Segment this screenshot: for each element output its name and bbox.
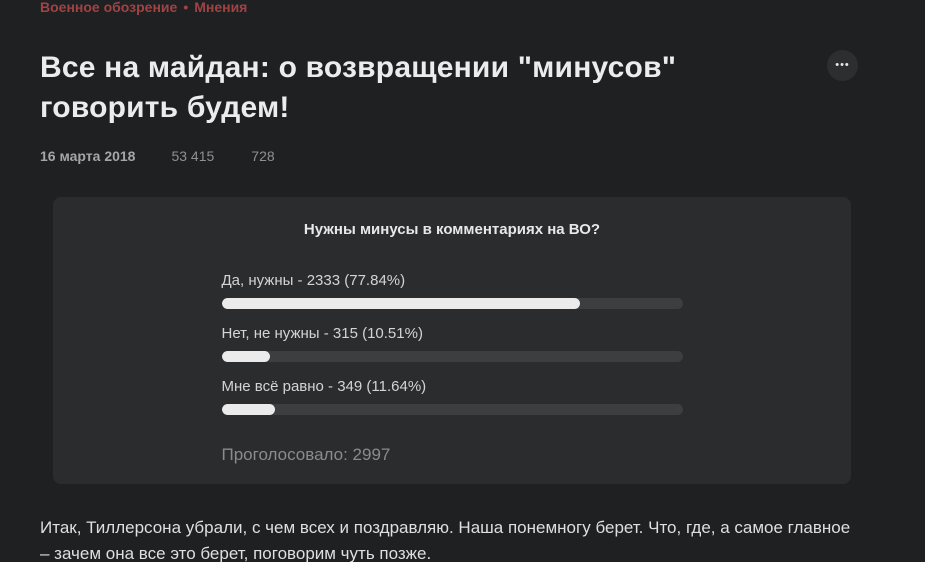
poll-bar-fill	[221, 298, 581, 309]
poll-bar-track	[221, 298, 683, 309]
poll-bar-fill	[221, 404, 276, 415]
poll-option: Да, нужны - 2333 (77.84%)	[221, 272, 683, 309]
poll-card: Нужны минусы в комментариях на ВО? Да, н…	[53, 197, 851, 484]
page-title: Все на майдан: о возвращении "минусов" г…	[40, 51, 677, 124]
poll-bar-track	[221, 351, 683, 362]
poll-voted-total: Проголосовало: 2997	[221, 445, 391, 464]
views-count: 53 415	[171, 148, 215, 164]
breadcrumb-section-link[interactable]: Мнения	[194, 0, 248, 15]
more-button[interactable]: •••	[827, 50, 858, 81]
comments-count: 728	[251, 148, 275, 164]
ellipsis-icon: •••	[835, 59, 850, 71]
article-paragraph: Итак, Тиллерсона убрали, с чем всех и по…	[40, 518, 851, 562]
poll-option-label: Нет, не нужны - 315 (10.51%)	[221, 325, 423, 342]
poll-option-label: Мне всё равно - 349 (11.64%)	[221, 378, 427, 395]
poll-option: Мне всё равно - 349 (11.64%)	[221, 378, 683, 415]
poll-bar-track	[221, 404, 683, 415]
breadcrumb-site-link[interactable]: Военное обозрение	[40, 0, 178, 15]
publish-date: 16 марта 2018	[40, 148, 136, 164]
breadcrumb: Военное обозрение • Мнения	[40, 0, 885, 15]
poll-results: Да, нужны - 2333 (77.84%) Нет, не нужны …	[221, 272, 683, 465]
poll-option-label: Да, нужны - 2333 (77.84%)	[221, 272, 406, 289]
poll-option: Нет, не нужны - 315 (10.51%)	[221, 325, 683, 362]
article-meta: 16 марта 2018 53 415 728	[40, 148, 885, 164]
poll-question: Нужны минусы в комментариях на ВО?	[303, 221, 601, 238]
breadcrumb-separator: •	[183, 0, 189, 15]
poll-bar-fill	[221, 351, 270, 362]
